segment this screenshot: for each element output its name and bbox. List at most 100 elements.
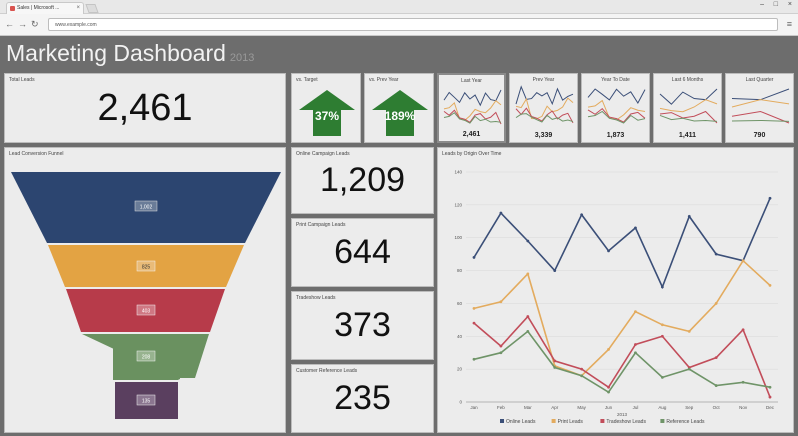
data-point[interactable]	[499, 351, 503, 355]
data-point[interactable]	[607, 385, 610, 389]
data-point[interactable]	[714, 356, 718, 360]
data-point[interactable]	[714, 252, 718, 256]
up-arrow-icon: 189%	[370, 90, 430, 136]
data-point[interactable]	[714, 384, 718, 387]
data-point[interactable]	[526, 239, 530, 243]
dashboard-year: 2013	[229, 52, 255, 64]
data-point[interactable]	[553, 269, 557, 272]
print-leads-label: Print Campaign Leads	[296, 222, 346, 228]
data-point[interactable]	[741, 380, 745, 384]
data-point[interactable]	[472, 256, 476, 259]
data-point[interactable]	[580, 374, 584, 378]
legend-entry: Online Leads	[506, 419, 536, 425]
data-point[interactable]	[660, 375, 664, 379]
sparkline-series	[443, 112, 502, 124]
total-leads-label: Total Leads	[9, 77, 35, 83]
sparkline-series	[515, 113, 574, 123]
data-point[interactable]	[553, 359, 557, 363]
sparkline-last-6-months[interactable]: Last 6 Months 1,411	[653, 73, 722, 143]
data-point[interactable]	[634, 351, 637, 355]
sparkline-series	[515, 85, 574, 106]
y-tick-label: 20	[457, 367, 463, 372]
sparkline-prev-year[interactable]: Prev Year 3,339	[509, 73, 578, 143]
window-close-icon[interactable]: ×	[787, 1, 792, 8]
data-point[interactable]	[660, 334, 664, 338]
menu-icon[interactable]: ≡	[786, 19, 792, 29]
legend-swatch	[551, 419, 556, 423]
data-point[interactable]	[580, 213, 584, 217]
sparkline-series	[443, 89, 502, 107]
back-icon[interactable]: ←	[5, 19, 14, 29]
data-point[interactable]	[526, 272, 530, 276]
sparkline-chart	[443, 89, 502, 125]
sparkline-series	[659, 114, 718, 122]
reference-leads-label: Customer Reference Leads	[296, 368, 358, 374]
sparkline-year-to-date[interactable]: Year To Date 1,873	[581, 73, 650, 143]
data-point[interactable]	[526, 329, 530, 333]
sparkline-last-year[interactable]: Last Year 2,461	[437, 73, 506, 143]
funnel-chart: 1,002 825 403 208 135	[11, 172, 281, 419]
sparkline-total: 790	[753, 132, 766, 139]
sparkline-chart	[515, 85, 574, 124]
sparkline-label: Year To Date	[601, 77, 630, 83]
sparkline-series	[659, 110, 718, 124]
tab-bar: Sales | Microsoft ... × – □ ×	[0, 0, 798, 14]
vs-target-panel: vs. Target 37%	[291, 73, 361, 143]
data-point[interactable]	[714, 302, 718, 305]
favicon-icon	[10, 6, 15, 11]
data-point[interactable]	[634, 310, 637, 314]
tradeshow-leads-panel: Tradeshow Leads 373	[291, 291, 434, 360]
data-point[interactable]	[687, 329, 691, 333]
data-point[interactable]	[472, 306, 476, 310]
data-point[interactable]	[660, 323, 664, 327]
forward-icon[interactable]: →	[18, 19, 27, 29]
sparkline-last-quarter[interactable]: Last Quarter 790	[725, 73, 794, 143]
data-point[interactable]	[580, 367, 584, 371]
data-point[interactable]	[634, 343, 637, 346]
page-title: Marketing Dashboard 2013	[6, 40, 254, 67]
data-point[interactable]	[741, 328, 745, 332]
data-point[interactable]	[499, 300, 503, 304]
x-tick-label: May	[577, 405, 586, 410]
data-point[interactable]	[768, 385, 772, 389]
data-point[interactable]	[768, 283, 772, 287]
print-leads-value: 644	[334, 233, 391, 271]
data-point[interactable]	[660, 285, 664, 289]
data-point[interactable]	[687, 214, 691, 218]
browser-tab[interactable]: Sales | Microsoft ... ×	[6, 2, 84, 14]
data-point[interactable]	[526, 315, 530, 318]
print-leads-panel: Print Campaign Leads 644	[291, 218, 434, 287]
funnel-stage-5-value: 135	[142, 399, 151, 405]
funnel-stage-4-badge	[136, 350, 156, 362]
reload-icon[interactable]: ↻	[31, 19, 39, 29]
data-point[interactable]	[553, 366, 557, 369]
data-point[interactable]	[741, 259, 745, 263]
data-point[interactable]	[607, 348, 610, 351]
minimize-icon[interactable]: –	[760, 1, 764, 8]
data-point[interactable]	[634, 226, 637, 230]
data-point[interactable]	[499, 211, 503, 215]
data-point[interactable]	[687, 367, 691, 371]
data-point[interactable]	[607, 249, 610, 253]
sparkline-label: Last Quarter	[745, 77, 774, 83]
maximize-icon[interactable]: □	[773, 1, 778, 8]
sparkline-series	[587, 88, 646, 105]
legend-entry: Tradeshow Leads	[606, 419, 646, 425]
close-tab-icon[interactable]: ×	[76, 5, 80, 11]
sparkline-chart	[731, 88, 790, 124]
sparkline-series	[659, 99, 718, 113]
data-point[interactable]	[499, 344, 503, 348]
sparkline-total: 1,873	[606, 132, 625, 139]
data-point[interactable]	[472, 357, 476, 361]
vs-target-label: vs. Target	[296, 77, 318, 83]
new-tab-button[interactable]	[85, 4, 99, 13]
data-point[interactable]	[472, 321, 476, 325]
data-point[interactable]	[768, 196, 772, 200]
sparkline-series	[443, 109, 502, 125]
data-point[interactable]	[768, 395, 772, 399]
url-input[interactable]: www.example.com	[48, 18, 778, 31]
sparkline-label: Prev Year	[532, 77, 555, 83]
data-point[interactable]	[607, 390, 610, 394]
up-arrow-icon: 37%	[297, 90, 357, 136]
